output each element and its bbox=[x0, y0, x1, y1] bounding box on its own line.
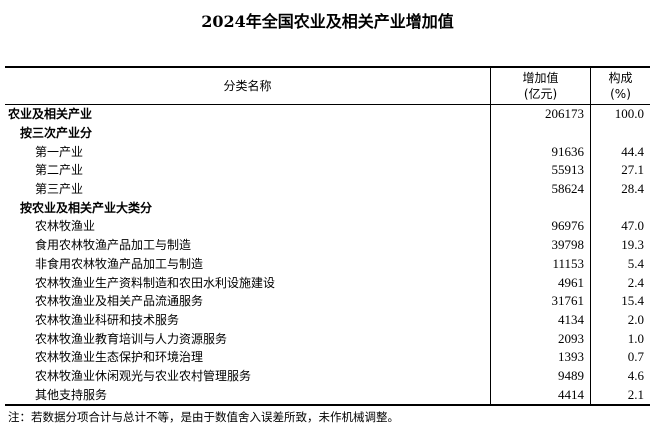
header-share: 构成 (%) bbox=[590, 67, 650, 105]
row-name: 非食用农林牧渔产品加工与制造 bbox=[35, 256, 204, 271]
row-share: 2.1 bbox=[590, 385, 650, 405]
table-row: 农林牧渔业及相关产品流通服务 31761 15.4 bbox=[5, 291, 650, 311]
row-value bbox=[490, 198, 591, 218]
table-row: 按农业及相关产业大类分 bbox=[5, 198, 650, 218]
row-value: 4414 bbox=[490, 385, 591, 405]
row-value: 4961 bbox=[490, 273, 591, 292]
table-row: 按三次产业分 bbox=[5, 123, 650, 143]
table-row: 第二产业 55913 27.1 bbox=[5, 161, 650, 180]
row-share: 2.0 bbox=[590, 310, 650, 330]
row-share: 28.4 bbox=[590, 179, 650, 199]
table-row: 其他支持服务 4414 2.1 bbox=[5, 385, 650, 405]
row-value: 9489 bbox=[490, 366, 591, 386]
table-row: 农林牧渔业科研和技术服务 4134 2.0 bbox=[5, 310, 650, 330]
row-name: 农林牧渔业休闲观光与农业农村管理服务 bbox=[35, 368, 252, 383]
row-share: 19.3 bbox=[590, 235, 650, 255]
header-value: 增加值 (亿元) bbox=[490, 67, 591, 105]
row-name: 农林牧渔业及相关产品流通服务 bbox=[35, 294, 204, 309]
table-row: 农林牧渔业生产资料制造和农田水利设施建设 4961 2.4 bbox=[5, 273, 650, 292]
table-row: 农业及相关产业 206173 100.0 bbox=[5, 104, 650, 124]
row-value: 206173 bbox=[490, 104, 591, 124]
row-share: 27.1 bbox=[590, 161, 650, 180]
table-row: 食用农林牧渔产品加工与制造 39798 19.3 bbox=[5, 235, 650, 255]
row-value: 58624 bbox=[490, 179, 591, 199]
row-name: 第三产业 bbox=[35, 182, 84, 197]
row-name: 农业及相关产业 bbox=[8, 107, 93, 122]
row-value: 39798 bbox=[490, 235, 591, 255]
row-name: 食用农林牧渔产品加工与制造 bbox=[35, 238, 192, 253]
header-name: 分类名称 bbox=[223, 79, 272, 93]
row-name: 按农业及相关产业大类分 bbox=[20, 200, 153, 215]
row-share: 4.6 bbox=[590, 366, 650, 386]
row-value: 1393 bbox=[490, 347, 591, 367]
row-name: 第一产业 bbox=[35, 144, 84, 159]
row-share: 47.0 bbox=[590, 217, 650, 236]
row-name: 农林牧渔业 bbox=[35, 219, 96, 234]
row-share: 5.4 bbox=[590, 254, 650, 274]
header-share-label: 构成 bbox=[608, 71, 633, 85]
row-name: 农林牧渔业生态保护和环境治理 bbox=[35, 350, 204, 365]
row-share: 100.0 bbox=[590, 104, 650, 124]
row-share: 0.7 bbox=[590, 347, 650, 367]
row-name: 按三次产业分 bbox=[20, 126, 93, 141]
row-name: 第二产业 bbox=[35, 163, 84, 178]
table-row: 非食用农林牧渔产品加工与制造 11153 5.4 bbox=[5, 254, 650, 274]
row-share: 2.4 bbox=[590, 273, 650, 292]
table-row: 农林牧渔业 96976 47.0 bbox=[5, 217, 650, 236]
table-header: 分类名称 增加值 (亿元) 构成 (%) bbox=[5, 67, 650, 105]
row-name: 农林牧渔业生产资料制造和农田水利设施建设 bbox=[35, 275, 276, 290]
footnote: 注：若数据分项合计与总计不等，是由于数值舍入误差所致，未作机械调整。 bbox=[8, 410, 399, 424]
page-title: 2024年全国农业及相关产业增加值 bbox=[201, 12, 454, 31]
row-value: 96976 bbox=[490, 217, 591, 236]
row-name: 其他支持服务 bbox=[35, 387, 108, 402]
row-value: 55913 bbox=[490, 161, 591, 180]
row-value: 31761 bbox=[490, 291, 591, 311]
data-table: 分类名称 增加值 (亿元) 构成 (%) 农业及相关产业 206173 100.0 按三次… bbox=[5, 66, 650, 406]
row-value bbox=[490, 123, 591, 143]
row-value: 2093 bbox=[490, 329, 591, 348]
header-value-label: 增加值 bbox=[522, 71, 559, 85]
row-value: 4134 bbox=[490, 310, 591, 330]
row-share: 15.4 bbox=[590, 291, 650, 311]
row-share bbox=[590, 198, 650, 218]
row-value: 91636 bbox=[490, 142, 591, 162]
table-row: 农林牧渔业休闲观光与农业农村管理服务 9489 4.6 bbox=[5, 366, 650, 386]
table-row: 农林牧渔业教育培训与人力资源服务 2093 1.0 bbox=[5, 329, 650, 348]
header-value-unit: (亿元) bbox=[523, 87, 558, 101]
row-share: 1.0 bbox=[590, 329, 650, 348]
table-row: 第三产业 58624 28.4 bbox=[5, 179, 650, 199]
table-row: 农林牧渔业生态保护和环境治理 1393 0.7 bbox=[5, 347, 650, 367]
table-row: 第一产业 91636 44.4 bbox=[5, 142, 650, 162]
row-name: 农林牧渔业教育培训与人力资源服务 bbox=[35, 331, 228, 346]
row-value: 11153 bbox=[490, 254, 591, 274]
row-share: 44.4 bbox=[590, 142, 650, 162]
row-name: 农林牧渔业科研和技术服务 bbox=[35, 312, 180, 327]
header-share-unit: (%) bbox=[610, 87, 631, 101]
row-share bbox=[590, 123, 650, 143]
